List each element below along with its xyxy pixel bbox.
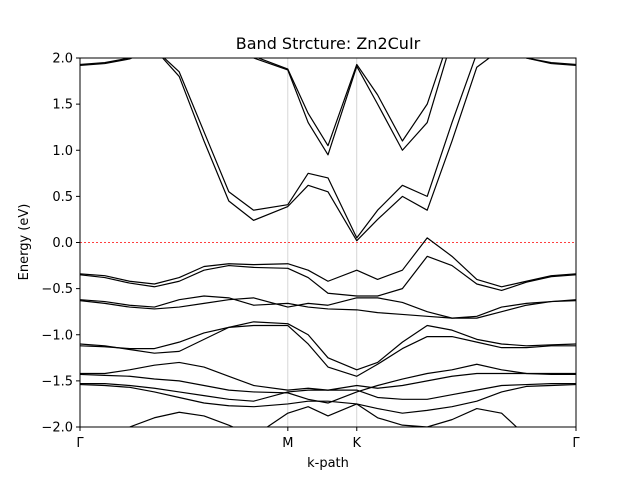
chart-title: Band Strcture: Zn2CuIr	[236, 34, 421, 53]
y-tick-label: −2.0	[41, 421, 73, 436]
y-tick-label: −1.0	[41, 328, 73, 343]
band-line	[128, 403, 518, 427]
band-line	[80, 363, 576, 404]
y-tick-label: 0.0	[52, 236, 73, 251]
x-tick-label: Γ	[572, 436, 580, 451]
band-line	[80, 383, 576, 402]
x-tick-label: K	[353, 436, 362, 451]
band-line	[80, 58, 576, 239]
y-tick-label: 2.0	[52, 52, 73, 67]
band-line	[80, 383, 576, 414]
band-line	[256, 58, 444, 147]
band-line	[80, 295, 576, 319]
y-tick-label: −0.5	[41, 282, 73, 297]
y-tick-label: 1.5	[52, 98, 73, 113]
band-line	[80, 321, 576, 371]
y-tick-label: −1.5	[41, 374, 73, 389]
x-tick-label: Γ	[76, 436, 84, 451]
band-line	[251, 58, 448, 156]
x-tick-label: M	[282, 436, 293, 451]
band-line	[80, 237, 576, 288]
band-line	[80, 297, 576, 319]
band-line	[80, 255, 576, 297]
band-line	[80, 324, 576, 377]
y-tick-label: 1.0	[52, 144, 73, 159]
plot-area	[80, 58, 576, 427]
y-axis-label: Energy (eV)	[17, 204, 32, 281]
x-axis-label: k-path	[307, 456, 349, 471]
y-tick-label: 0.5	[52, 190, 73, 205]
